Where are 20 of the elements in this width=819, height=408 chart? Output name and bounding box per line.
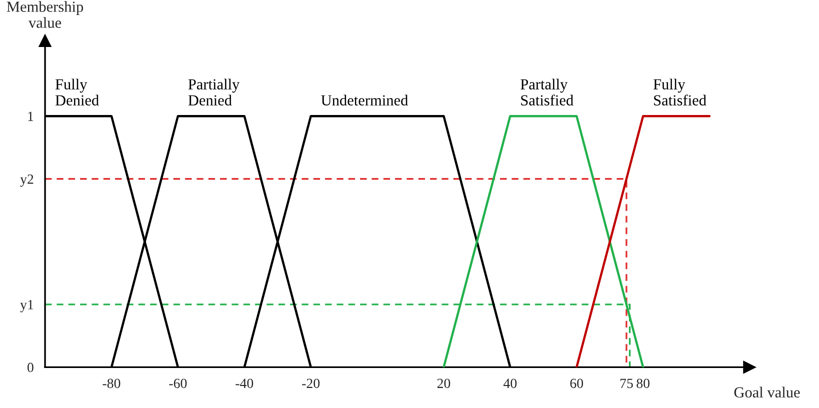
x-tick-label: -40	[236, 378, 254, 388]
series-label: Fully Denied	[55, 78, 99, 106]
y-tick-label: y2	[20, 174, 34, 187]
x-tick-label: -20	[302, 378, 320, 388]
x-tick-label: 20	[437, 378, 450, 388]
y-axis-title: Membership value	[6, 1, 84, 28]
x-tick-label: 60	[570, 378, 584, 388]
x-tick-label: -60	[169, 378, 187, 388]
x-tick-label: 75	[620, 378, 633, 388]
x-tick-label: -80	[102, 378, 120, 388]
series-label: Partially Denied	[188, 78, 240, 106]
y-tick-label: 1	[28, 112, 34, 121]
series-label: Undetermined	[321, 94, 408, 106]
x-tick-label: 80	[636, 378, 650, 388]
y-tick-label: 0	[28, 362, 34, 372]
x-tick-label: 40	[504, 378, 517, 388]
y-tick-label: y1	[20, 300, 34, 312]
series-label: Partally Satisfied	[520, 78, 574, 106]
x-axis-title: Goal value	[734, 386, 800, 398]
series-label: Fully Satisfied	[653, 78, 706, 106]
